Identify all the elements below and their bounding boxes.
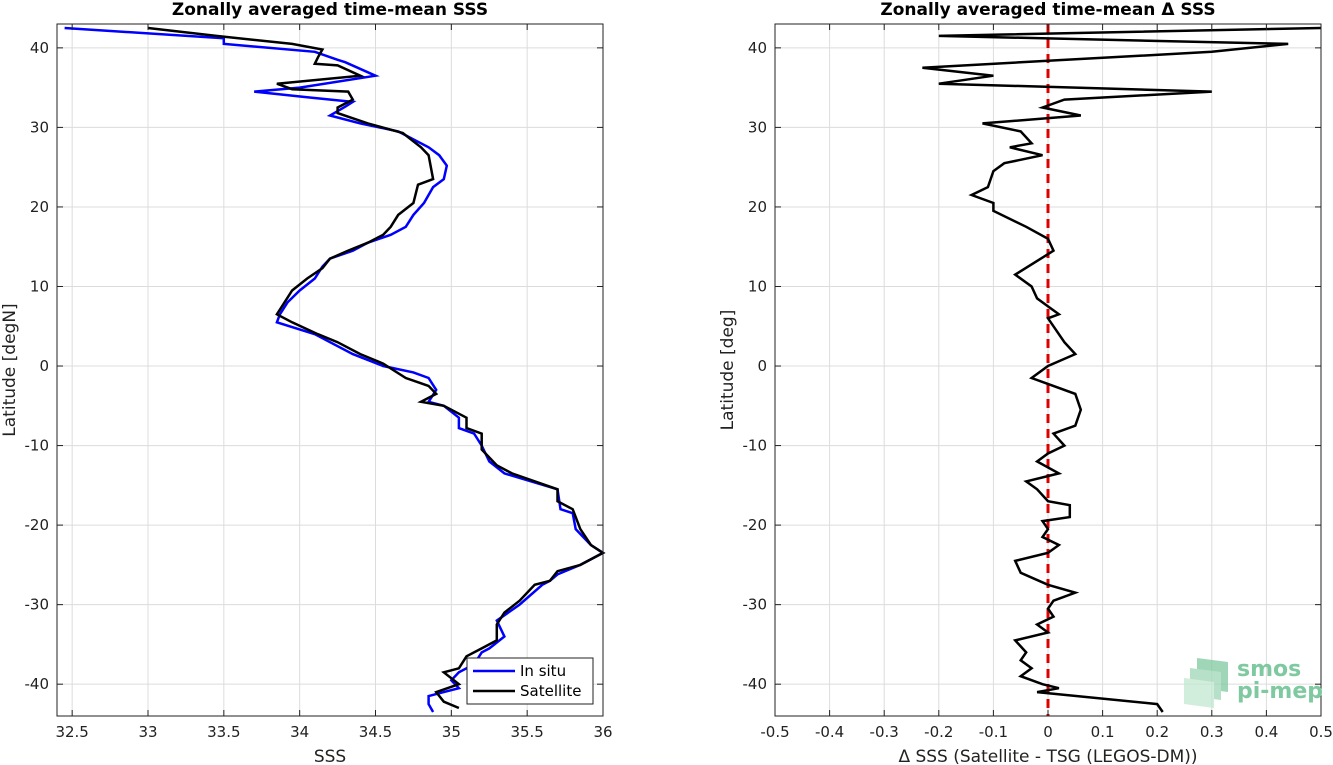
satellite-line — [147, 26, 606, 710]
left-grid — [57, 24, 604, 716]
y-tick-label: -10 — [25, 437, 50, 455]
x-tick-label: 33 — [138, 723, 157, 741]
legend-label-satellite: Satellite — [520, 682, 581, 700]
x-tick-label: 0.4 — [1254, 723, 1278, 741]
left-axes-frame — [56, 23, 604, 717]
legend-box — [466, 657, 594, 705]
x-tick-label: 35.5 — [510, 723, 543, 741]
x-tick-label: 0.1 — [1091, 723, 1115, 741]
y-tick-label: 20 — [30, 198, 49, 216]
right-chart-panel: Zonally averaged time-mean Δ SSS -0.5 -0.… — [718, 0, 1333, 765]
left-chart-panel: Zonally averaged time-mean SSS 32.5 33 33.… — [0, 0, 613, 765]
x-tick-label: 33.5 — [207, 723, 240, 741]
left-ticks: 32.5 33 33.5 34 34.5 35 35.5 36 40 30 20 10 0 -10 -20 -… — [25, 24, 613, 741]
y-tick-label: -30 — [743, 596, 768, 614]
y-tick-label: -10 — [743, 437, 768, 455]
x-tick-label: -0.1 — [979, 723, 1008, 741]
legend-label-in-situ: In situ — [520, 662, 566, 680]
left-series — [64, 26, 606, 713]
x-tick-label: -0.4 — [815, 723, 844, 741]
series-0-line — [922, 26, 1322, 713]
x-tick-label: 35 — [442, 723, 461, 741]
y-tick-label: 0 — [39, 357, 49, 375]
logo-mark-icon — [1184, 658, 1228, 708]
y-tick-label: 40 — [748, 39, 767, 57]
x-tick-label: 0 — [1043, 723, 1053, 741]
y-tick-label: -40 — [743, 675, 768, 693]
legend: In situ Satellite — [466, 657, 594, 705]
logo-line-2: pi-mep — [1237, 679, 1323, 704]
left-y-axis-label: Latitude [degN] — [0, 303, 20, 436]
y-tick-label: 0 — [757, 357, 767, 375]
x-tick-label: 0.3 — [1200, 723, 1224, 741]
smos-pi-mep-logo: smos pi-mep — [1184, 657, 1323, 708]
in-situ-line — [64, 26, 606, 713]
right-series — [922, 24, 1322, 716]
left-chart-title: Zonally averaged time-mean SSS — [172, 0, 488, 20]
y-tick-label: 20 — [748, 198, 767, 216]
y-tick-label: -40 — [25, 675, 50, 693]
y-tick-label: -20 — [743, 516, 768, 534]
x-tick-label: 34 — [290, 723, 309, 741]
right-y-axis-label: Latitude [deg] — [718, 310, 738, 431]
x-tick-label: 34.5 — [359, 723, 392, 741]
y-tick-label: 10 — [30, 277, 49, 295]
y-tick-label: -20 — [25, 516, 50, 534]
right-chart-title: Zonally averaged time-mean Δ SSS — [880, 0, 1215, 20]
x-tick-label: 32.5 — [55, 723, 88, 741]
x-tick-label: 0.5 — [1309, 723, 1333, 741]
x-tick-label: -0.2 — [924, 723, 953, 741]
x-tick-label: 36 — [593, 723, 612, 741]
y-tick-label: 40 — [30, 39, 49, 57]
y-tick-label: 30 — [748, 118, 767, 136]
y-tick-label: 30 — [30, 118, 49, 136]
left-x-axis-label: SSS — [314, 747, 346, 765]
y-tick-label: 10 — [748, 277, 767, 295]
x-tick-label: -0.3 — [870, 723, 899, 741]
right-x-axis-label: Δ SSS (Satellite - TSG (LEGOS-DM)) — [898, 747, 1197, 765]
right-ticks: -0.5 -0.4 -0.3 -0.2 -0.1 0 0.1 0.2 0.3 0.4 0.5 40 30… — [743, 24, 1333, 741]
logo-line-1: smos — [1237, 657, 1301, 682]
y-tick-label: -30 — [25, 596, 50, 614]
x-tick-label: 0.2 — [1145, 723, 1169, 741]
x-tick-label: -0.5 — [760, 723, 789, 741]
